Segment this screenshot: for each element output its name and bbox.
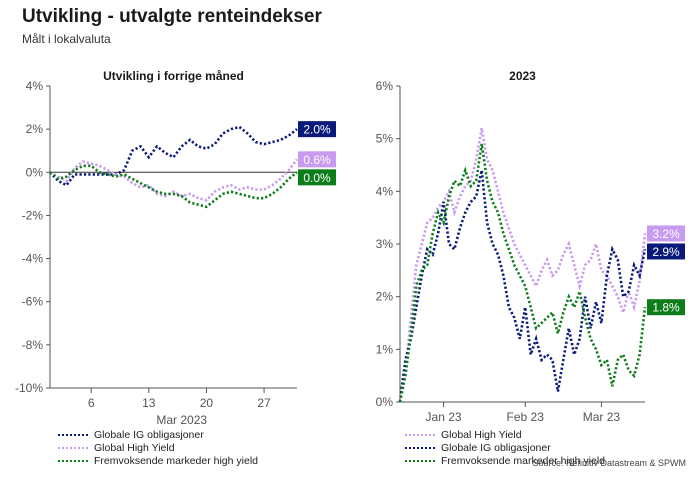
end-label: 0.6% — [303, 153, 331, 167]
y-tick-label: 1% — [376, 342, 394, 356]
y-tick-label: 4% — [376, 184, 394, 198]
end-label: 0.0% — [303, 171, 331, 185]
legend-item: Fremvoksende markeder high yield — [405, 454, 605, 467]
end-label: 2.9% — [652, 245, 680, 259]
page-subtitle: Målt i lokalvaluta — [22, 32, 111, 46]
x-axis-label: Mar 2023 — [156, 413, 207, 427]
series-line — [398, 143, 647, 403]
y-tick-label: -4% — [22, 252, 44, 266]
y-tick-label: -2% — [22, 208, 44, 222]
series-line — [398, 127, 647, 403]
y-tick-label: -10% — [15, 381, 43, 395]
legend-swatch — [405, 446, 435, 449]
y-tick-label: 2% — [26, 122, 44, 136]
legend-swatch — [405, 433, 435, 436]
y-tick-label: -8% — [22, 338, 44, 352]
x-tick-label: Mar 23 — [583, 410, 621, 424]
end-label-box — [647, 243, 685, 260]
end-label-box — [298, 121, 336, 138]
page-title: Utvikling - utvalgte renteindekser — [22, 6, 322, 27]
legend-item: Globale IG obligasjoner — [58, 428, 258, 441]
x-tick-label: Jan 23 — [426, 410, 462, 424]
legend-item: Globale IG obligasjoner — [405, 441, 605, 454]
legend-label: Global High Yield — [441, 428, 522, 441]
x-tick-label: 13 — [142, 396, 156, 410]
end-label: 2.0% — [303, 123, 331, 137]
legend-swatch — [58, 459, 88, 462]
series-line — [49, 158, 299, 202]
legend-label: Fremvoksende markeder high yield — [441, 454, 605, 467]
legend-right: Global High Yield Globale IG obligasjone… — [405, 428, 605, 467]
y-tick-label: -6% — [22, 295, 44, 309]
legend-label: Globale IG obligasjoner — [441, 441, 551, 454]
chart-title: Utvikling i forrige måned — [103, 69, 244, 83]
end-label-box — [647, 225, 685, 242]
legend-label: Globale IG obligasjoner — [94, 428, 204, 441]
y-tick-label: 0% — [26, 165, 44, 179]
end-label-box — [647, 299, 685, 316]
end-label-box — [298, 169, 336, 186]
series-line — [398, 170, 647, 403]
y-tick-label: 6% — [376, 79, 394, 93]
series-line — [49, 125, 298, 187]
y-tick-label: 5% — [376, 132, 394, 146]
legend-item: Global High Yield — [405, 428, 605, 441]
end-label-box — [298, 151, 336, 168]
chart-title: 2023 — [509, 69, 536, 83]
legend-swatch — [58, 433, 88, 436]
x-tick-label: Feb 23 — [507, 410, 545, 424]
x-tick-label: 27 — [257, 396, 271, 410]
y-tick-label: 0% — [376, 395, 394, 409]
end-label: 1.8% — [652, 301, 680, 315]
legend-label: Global High Yield — [94, 441, 175, 454]
x-tick-label: 6 — [88, 396, 95, 410]
y-tick-label: 2% — [376, 290, 394, 304]
legend-swatch — [405, 459, 435, 462]
legend-label: Fremvoksende markeder high yield — [94, 454, 258, 467]
source-note: Source: Refinitiv Datastream & SPWM — [532, 458, 686, 468]
y-tick-label: 4% — [26, 79, 44, 93]
end-label: 3.2% — [652, 227, 680, 241]
legend-item: Global High Yield — [58, 441, 258, 454]
series-line — [49, 164, 298, 209]
y-tick-label: 3% — [376, 237, 394, 251]
legend-swatch — [58, 446, 88, 449]
legend-item: Fremvoksende markeder high yield — [58, 454, 258, 467]
x-tick-label: 20 — [200, 396, 214, 410]
legend-left: Globale IG obligasjoner Global High Yiel… — [58, 428, 258, 467]
